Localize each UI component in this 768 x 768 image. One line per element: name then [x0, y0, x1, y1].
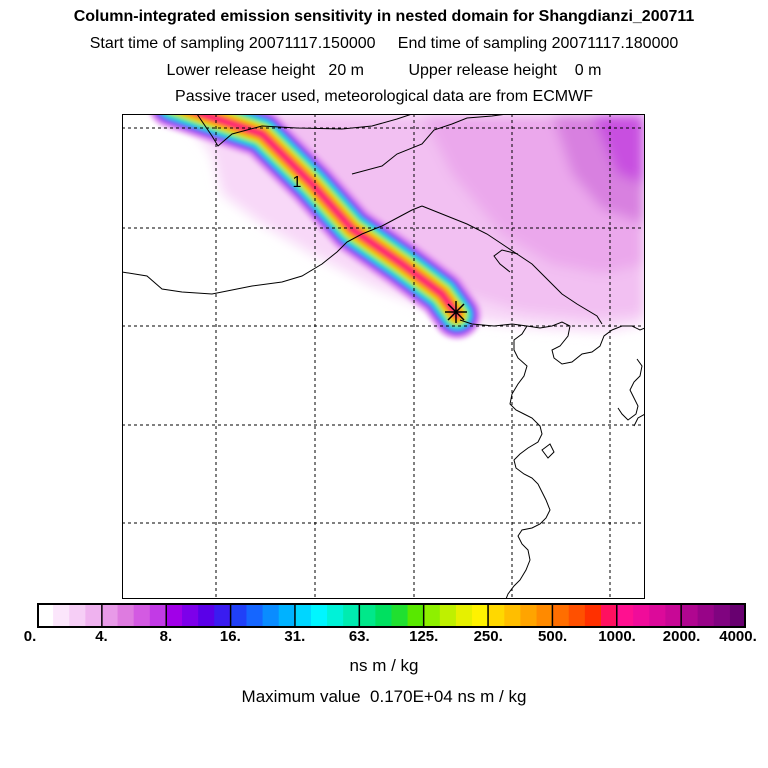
color-scale-swatch [407, 603, 425, 628]
color-scale-tick-label: 2000. [662, 628, 701, 645]
color-scale-swatch [37, 603, 54, 628]
map-frame [122, 114, 645, 599]
color-scale-swatch [182, 603, 199, 628]
color-scale-tick-label: 4. [95, 628, 108, 645]
color-scale-swatch [391, 603, 409, 628]
color-scale-tick-label: 16. [219, 628, 241, 645]
color-scale-swatch [536, 603, 554, 628]
color-scale-tick-label: 1000. [598, 628, 636, 645]
color-scale-swatch [85, 603, 103, 628]
release-height-line: Lower release height 20 m Upper release … [166, 62, 602, 79]
color-scale-tick-label: 250. [473, 628, 503, 645]
color-scale-tick-label: 4000. [719, 628, 757, 645]
color-scale-swatch [472, 603, 489, 628]
color-scale-swatch [343, 603, 360, 628]
color-scale-swatch [568, 603, 586, 628]
color-scale-swatch [520, 603, 538, 628]
maximum-value-text: Maximum value 0.170E+04 ns m / kg [241, 687, 527, 706]
color-scale-swatch [375, 603, 393, 628]
color-scale-tick-label: 125. [409, 628, 439, 645]
color-scale-swatch [230, 603, 248, 628]
color-scale-swatch [488, 603, 505, 628]
color-scale-swatch [262, 603, 280, 628]
color-scale-tick-label: 31. [284, 628, 306, 645]
color-scale-swatch [665, 603, 683, 628]
color-scale-swatch [423, 603, 441, 628]
color-scale-swatch [617, 603, 634, 628]
color-scale-swatch [649, 603, 667, 628]
plot-title: Column-integrated emission sensitivity i… [73, 8, 695, 25]
color-scale-swatch [117, 603, 135, 628]
color-scale-units: ns m / kg [349, 656, 419, 675]
color-scale-swatch [149, 603, 167, 628]
color-scale-swatch [455, 603, 473, 628]
sampling-time-line: Start time of sampling 20071117.150000 E… [89, 35, 679, 52]
color-scale-swatch [327, 603, 344, 628]
color-scale-tick-label: 63. [348, 628, 370, 645]
color-scale-swatch [584, 603, 602, 628]
color-scale-bar [37, 603, 746, 628]
color-scale-swatch [165, 603, 183, 628]
color-scale-swatch [294, 603, 312, 628]
emission-sensitivity-map: 1 [122, 114, 645, 599]
color-scale-swatch [552, 603, 570, 628]
color-scale-swatch [69, 603, 86, 628]
plume-label: 1 [293, 174, 302, 191]
color-scale-swatch [133, 603, 151, 628]
color-scale-swatch [246, 603, 264, 628]
color-scale-swatch [53, 603, 70, 628]
lat-lon-grid [122, 114, 645, 599]
color-scale-swatch [439, 603, 457, 628]
color-scale-swatch [681, 603, 699, 628]
color-scale-swatch [504, 603, 522, 628]
color-scale-swatch [310, 603, 328, 628]
color-scale-swatch [214, 603, 231, 628]
color-scale-tick-label: 8. [159, 628, 173, 645]
color-scale-ticks: 0. 4. 8. 16. 31. 63. 125. 250. 500. 1000. 2000. 400… [0, 628, 768, 652]
color-scale-swatch [359, 603, 376, 628]
color-scale-swatch [697, 603, 715, 628]
color-scale-swatch [713, 603, 731, 628]
color-scale-swatch [101, 603, 119, 628]
color-scale-swatch [729, 603, 746, 628]
sensitivity-plume [150, 114, 481, 339]
color-scale-tick-label: 0. [23, 628, 37, 645]
receptor-star-icon [445, 301, 467, 323]
boundaries-and-coastline [122, 114, 645, 599]
color-scale-frame [37, 603, 746, 628]
color-scale-swatch [198, 603, 215, 628]
color-scale-swatch [600, 603, 618, 628]
tracer-info-line: Passive tracer used, meteorological data… [175, 88, 593, 105]
color-scale-swatch [633, 603, 650, 628]
color-scale-tick-label: 500. [538, 628, 568, 645]
color-scale-swatch [278, 603, 296, 628]
